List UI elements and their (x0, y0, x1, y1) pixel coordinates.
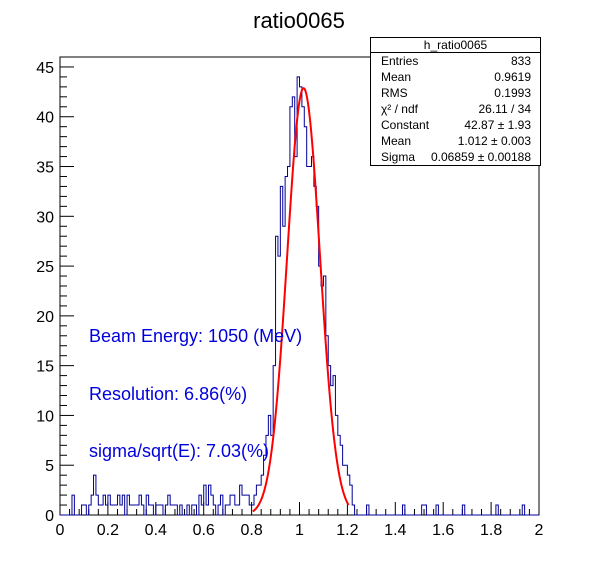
x-tick-label: 0.8 (240, 522, 262, 539)
stats-value: 833 (510, 54, 531, 68)
stats-row: Mean 0.9619 (371, 69, 540, 85)
x-tick-label: 0.6 (193, 522, 215, 539)
x-tick-label: 0.2 (97, 522, 119, 539)
stats-value: 0.06859 ± 0.00188 (430, 150, 531, 164)
stats-value: 0.9619 (494, 70, 531, 84)
stats-value: 0.1993 (494, 86, 531, 100)
y-tick-label: 45 (36, 60, 54, 77)
stats-label: Constant (381, 118, 430, 132)
x-tick-label: 1.8 (480, 522, 502, 539)
x-axis: 0 0.2 0.4 0.6 0.8 1 1.2 1.4 1.6 1.8 2 (56, 502, 544, 539)
stats-row: RMS 0.1993 (371, 85, 540, 101)
sigma-sqrt-label: sigma/sqrt(E): 7.03(%) (89, 441, 270, 461)
histogram-bins (60, 76, 539, 516)
stats-label: χ² / ndf (381, 102, 418, 116)
stats-row: Constant 42.87 ± 1.93 (371, 117, 540, 133)
x-tick-label: 0 (56, 522, 65, 539)
stats-value: 1.012 ± 0.003 (457, 134, 531, 148)
stats-row: Entries 833 (371, 53, 540, 69)
y-tick-label: 35 (36, 160, 54, 177)
y-tick-label: 0 (45, 508, 54, 525)
stats-header: h_ratio0065 (371, 38, 540, 53)
y-tick-label: 30 (36, 209, 54, 226)
chart-title: ratio0065 (253, 8, 345, 33)
y-tick-label: 40 (36, 110, 54, 127)
stats-value: 26.11 / 34 (478, 102, 532, 116)
stats-row: Sigma 0.06859 ± 0.00188 (371, 149, 540, 165)
stats-box: h_ratio0065 Entries 833 Mean 0.9619 RMS 0.1… (370, 37, 541, 166)
y-tick-label: 20 (36, 309, 54, 326)
x-tick-label: 1.6 (432, 522, 454, 539)
beam-energy-label: Beam Energy: 1050 (MeV) (89, 326, 303, 346)
y-tick-label: 5 (45, 458, 54, 475)
stats-row: χ² / ndf 26.11 / 34 (371, 101, 540, 117)
gaussian-fit-curve (252, 87, 350, 513)
x-tick-label: 1.2 (336, 522, 358, 539)
x-tick-label: 1 (295, 522, 304, 539)
stats-label: RMS (381, 86, 408, 100)
stats-label: Sigma (381, 150, 416, 164)
stats-label: Entries (381, 54, 419, 68)
x-tick-label: 1.4 (384, 522, 406, 539)
x-tick-label: 0.4 (145, 522, 167, 539)
y-axis: 0 5 10 15 20 25 30 35 40 45 (36, 56, 74, 525)
resolution-label: Resolution: 6.86(%) (89, 384, 248, 404)
y-tick-label: 25 (36, 259, 54, 276)
x-tick-label: 2 (535, 522, 544, 539)
stats-row: Mean 1.012 ± 0.003 (371, 133, 540, 149)
y-tick-label: 15 (36, 359, 54, 376)
stats-label: Mean (381, 134, 412, 148)
stats-label: Mean (381, 70, 412, 84)
stats-value: 42.87 ± 1.93 (464, 118, 531, 132)
y-tick-label: 10 (36, 408, 54, 425)
